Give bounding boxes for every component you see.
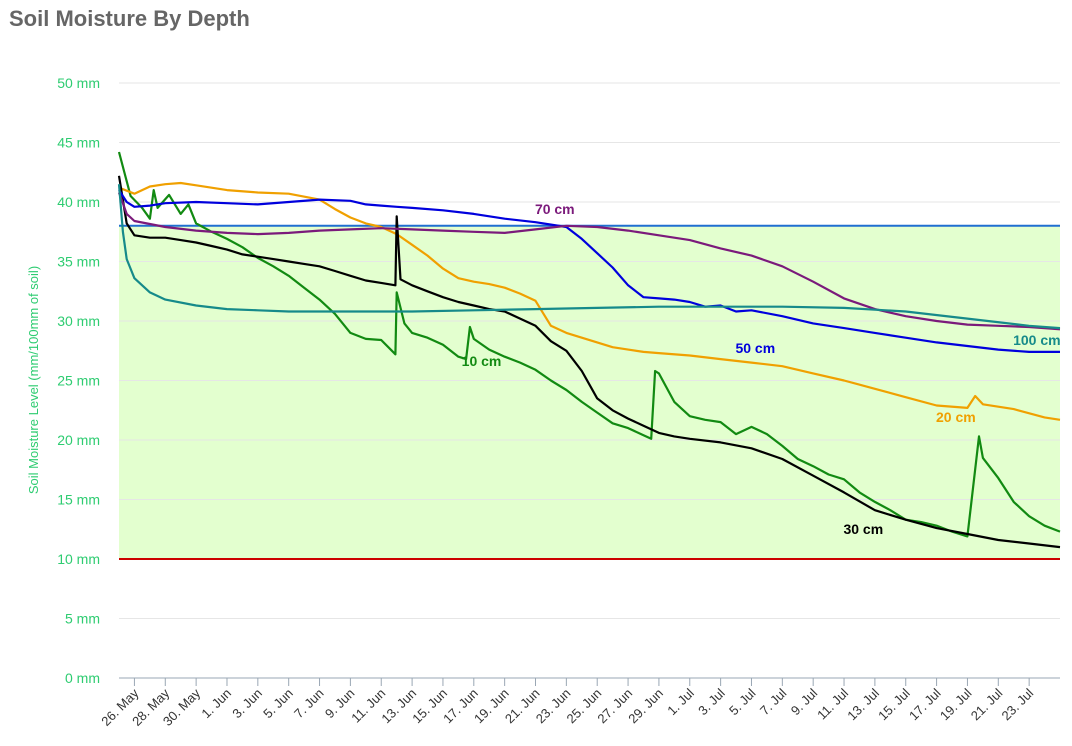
x-tick-label: 23. Jul: [999, 685, 1037, 723]
x-tick-label: 15. Jul: [875, 685, 913, 723]
series-labels: 10 cm 20 cm 30 cm 50 cm 70 cm 100 cm: [462, 201, 1061, 537]
y-tick-label: 25 mm: [57, 373, 100, 389]
x-tick-label: 11. Jul: [814, 685, 851, 722]
x-tick-label: 5. Jun: [260, 686, 296, 722]
x-tick-label: 13. Jul: [844, 685, 882, 723]
series-label-70-cm: 70 cm: [535, 201, 575, 217]
x-tick-label: 7. Jul: [757, 685, 790, 718]
y-tick-label: 15 mm: [57, 492, 100, 508]
y-axis-ticks: 0 mm 5 mm 10 mm 15 mm 20 mm 25 mm 30 mm 35 mm 40…: [57, 75, 100, 686]
series-line-10-cm: [117, 151, 1061, 538]
series-label-10-cm: 10 cm: [462, 353, 502, 369]
x-tick-label: 19. Jul: [937, 685, 975, 723]
y-tick-label: 5 mm: [65, 611, 100, 627]
series-line-70-cm: [117, 192, 1061, 331]
x-tick-label: 1. Jul: [664, 685, 697, 718]
x-tick-label: 17. Jul: [906, 685, 944, 723]
x-tick-label: 7. Jun: [291, 686, 327, 722]
chart-title: Soil Moisture By Depth: [9, 6, 250, 31]
x-tick-label: 21. Jul: [968, 685, 1006, 723]
band-0: [119, 225, 1060, 560]
series-line-30-cm: [117, 175, 1061, 549]
series-line-100-cm: [117, 184, 1061, 330]
y-tick-label: 10 mm: [57, 551, 100, 567]
y-tick-label: 35 mm: [57, 254, 100, 270]
y-tick-label: 50 mm: [57, 75, 100, 91]
x-tick-label: 3. Jul: [695, 685, 728, 718]
y-tick-label: 0 mm: [65, 670, 100, 686]
y-tick-label: 45 mm: [57, 135, 100, 151]
y-tick-label: 20 mm: [57, 432, 100, 448]
plot-bands: [119, 225, 1060, 560]
series-line-50-cm: [118, 189, 1060, 353]
x-tick-label: 5. Jul: [726, 685, 759, 718]
series-label-20-cm: 20 cm: [936, 409, 976, 425]
y-axis-label: Soil Moisture Level (mm/100mm of soil): [26, 266, 41, 494]
series-label-50-cm: 50 cm: [735, 340, 775, 356]
x-tick-label: 3. Jun: [229, 686, 265, 722]
series-label-100-cm: 100 cm: [1013, 332, 1060, 348]
series-label-30-cm: 30 cm: [843, 521, 883, 537]
series-lines: [117, 151, 1061, 549]
grid-lines: [119, 82, 1060, 679]
x-tick-label: 29. Jun: [625, 686, 666, 727]
y-tick-label: 40 mm: [57, 194, 100, 210]
y-tick-label: 30 mm: [57, 313, 100, 329]
series-line-20-cm: [118, 181, 1061, 421]
x-tick-label: 1. Jun: [198, 686, 234, 722]
